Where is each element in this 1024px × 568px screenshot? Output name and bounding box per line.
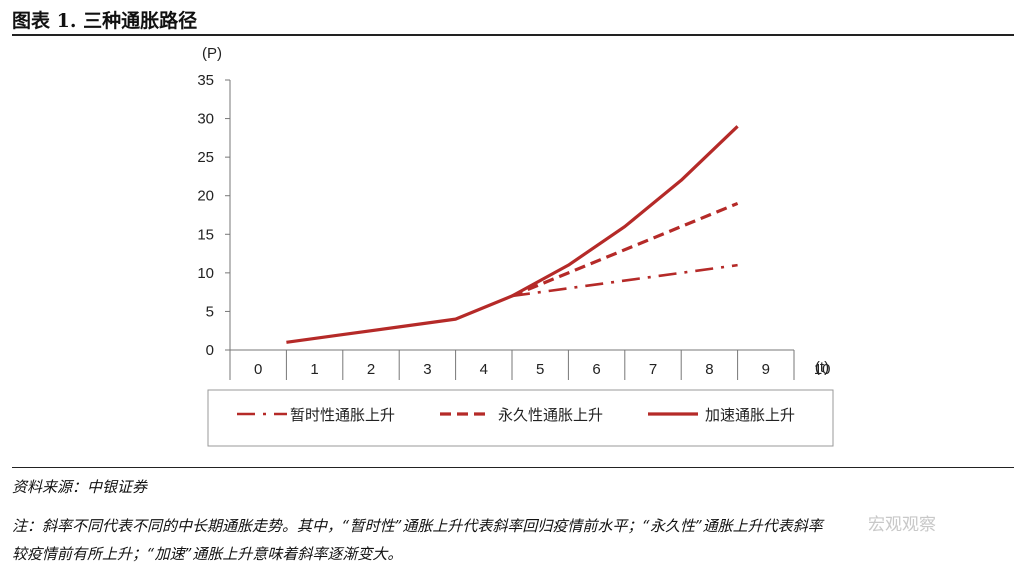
legend-box: [207, 389, 834, 447]
series-line-2: [511, 201, 739, 298]
note-line-2: 较疫情前有所上升；“加速”通胀上升意味着斜率逐渐变大。: [12, 545, 403, 563]
source-text: 资料来源：中银证券: [12, 478, 148, 496]
y-tick-label: 5: [206, 303, 214, 320]
legend-label-3: 加速通胀上升: [705, 407, 795, 424]
legend-label-1: 暂时性通胀上升: [290, 407, 395, 424]
line-chart: 0 5 10 15 20 25 30 35 0 1 2 3 4 5 6 7 8 9 10 (P) (t) 暂时性通胀上升…: [197, 45, 834, 447]
x-tick-label: 5: [536, 361, 544, 378]
x-tick-label: 7: [649, 361, 657, 378]
y-tick-label: 25: [197, 149, 214, 166]
bottom-divider: [12, 467, 1014, 468]
note-text: 注：斜率不同代表不同的中长期通胀走势。其中，“暂时性”通胀上升代表斜率回归疫情前…: [12, 512, 1012, 568]
x-axis-label: (t): [815, 359, 829, 376]
series-line-1: [511, 263, 738, 298]
x-tick-label: 10: [814, 361, 831, 378]
watermark: 宏观观察: [868, 515, 936, 535]
y-tick-label: 20: [197, 188, 214, 205]
x-tick-label: 9: [762, 361, 770, 378]
x-tick-label: 8: [705, 361, 713, 378]
y-tick-label: 35: [197, 72, 214, 89]
y-axis-label: (P): [202, 45, 222, 62]
top-divider: [12, 34, 1014, 36]
chart-axes: 0 5 10 15 20 25 30 35 0 1 2 3 4 5 6 7 8 9 10 (P) (t): [197, 45, 831, 380]
y-tick-label: 0: [206, 342, 214, 359]
chart-legend: 暂时性通胀上升 永久性通胀上升 加速通胀上升: [207, 389, 834, 447]
x-tick-label: 4: [480, 361, 488, 378]
note-line-1: 注：斜率不同代表不同的中长期通胀走势。其中，“暂时性”通胀上升代表斜率回归疫情前…: [12, 517, 823, 535]
x-tick-label: 2: [367, 361, 375, 378]
chart-series: [286, 125, 739, 344]
x-tick-label: 6: [592, 361, 600, 378]
figure-title: 图表 1. 三种通胀路径: [12, 10, 198, 32]
y-tick-label: 15: [197, 226, 214, 243]
x-tick-label: 3: [423, 361, 431, 378]
x-tick-label: 0: [254, 361, 262, 378]
x-tick-label: 1: [310, 361, 318, 378]
y-tick-label: 10: [197, 265, 214, 282]
y-tick-label: 30: [197, 111, 214, 128]
legend-label-2: 永久性通胀上升: [498, 407, 603, 424]
series-line-3: [286, 125, 739, 344]
